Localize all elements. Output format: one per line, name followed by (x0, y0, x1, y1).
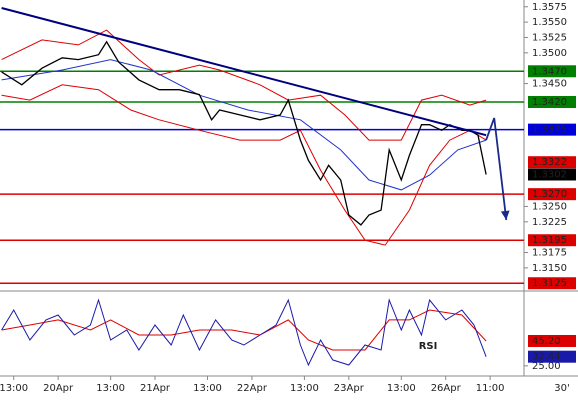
x-tick-label: 21Apr (140, 383, 171, 394)
x-tick-label: 13:00 (0, 383, 28, 394)
series-line (1, 40, 487, 226)
y-tick-label: 1.3500 (532, 48, 567, 59)
x-tick-label: 11:00 (476, 383, 505, 394)
x-tick-label: 22Apr (237, 383, 268, 394)
timeframe-label: 30' (554, 383, 569, 394)
value-marker-box (528, 334, 576, 347)
series-line (485, 117, 508, 221)
x-tick-label: 23Apr (334, 383, 365, 394)
level-label-box (528, 234, 576, 247)
level-label-box (528, 123, 576, 136)
level-label: 1.3375 (532, 125, 567, 136)
value-marker-label: 32.44 (532, 352, 561, 363)
level-label: 1.3270 (532, 189, 567, 200)
series-line (1, 84, 487, 246)
y-tick-label: 1.3525 (532, 32, 567, 43)
series-line (1, 29, 487, 141)
x-tick-label: 26Apr (431, 383, 462, 394)
y-tick-label: 1.3175 (532, 248, 567, 259)
y-tick-label: 1.3250 (532, 201, 567, 212)
level-label: 1.3420 (532, 97, 567, 108)
level-label-box (528, 65, 576, 78)
level-label-box (528, 95, 576, 108)
x-tick-label: 20Apr (43, 383, 74, 394)
price-label-box (528, 156, 576, 169)
value-marker-box (528, 350, 576, 363)
series-line (1, 59, 487, 191)
price-label: 1.3322 (532, 157, 567, 168)
level-label-box (528, 277, 576, 290)
arrow-head (500, 210, 510, 220)
x-tick-label: 13:00 (96, 383, 125, 394)
value-marker-label: 45.20 (532, 336, 561, 347)
y-tick-label: 1.3225 (532, 217, 567, 228)
panel-title: RSI (419, 341, 438, 352)
y-tick-label: 1.3550 (532, 17, 567, 28)
y-tick-label: 1.3150 (532, 263, 567, 274)
x-tick-label: 13:00 (387, 383, 416, 394)
level-label-box (528, 188, 576, 201)
level-label: 1.3125 (532, 278, 567, 289)
price-label-box (528, 168, 576, 181)
x-tick-label: 13:00 (193, 383, 222, 394)
y-tick-label: 25.00 (532, 361, 561, 372)
series-line (1, 298, 487, 367)
series-line (1, 7, 487, 137)
level-label: 1.3470 (532, 66, 567, 77)
y-tick-label: 1.3575 (532, 2, 567, 13)
price-label: 1.3302 (532, 169, 567, 180)
y-tick-label: 1.3450 (532, 79, 567, 90)
level-label: 1.3195 (532, 235, 567, 246)
x-tick-label: 13:00 (290, 383, 319, 394)
